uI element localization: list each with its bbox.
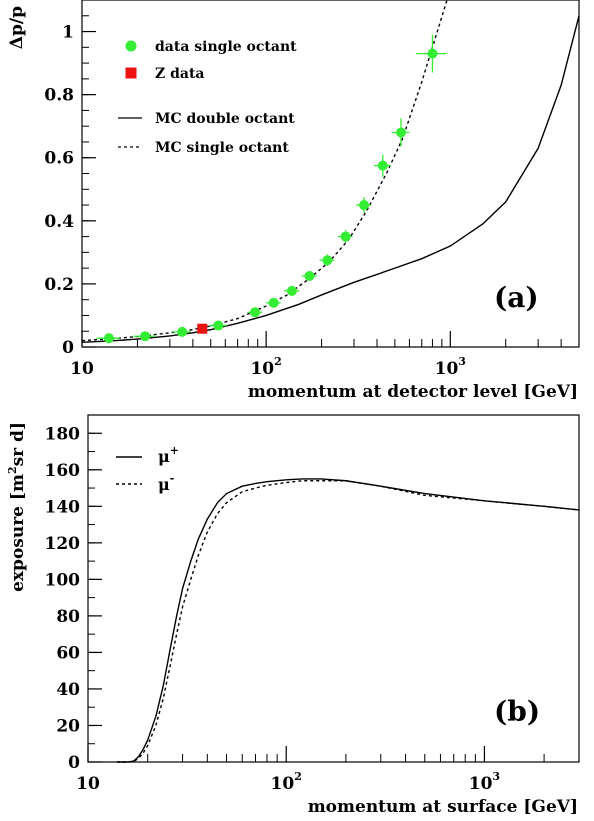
data-point bbox=[140, 331, 151, 342]
data-point bbox=[396, 127, 407, 138]
panel-b-ylabel: exposure [m2sr d] bbox=[6, 422, 28, 592]
data-point bbox=[250, 307, 261, 318]
data-point bbox=[213, 320, 224, 331]
legend-mc-double-label: MC double octant bbox=[155, 111, 295, 127]
data-point bbox=[340, 231, 351, 242]
data-point bbox=[322, 255, 333, 266]
xtick-exp: 2 bbox=[294, 770, 302, 783]
ytick-label: 160 bbox=[45, 461, 81, 481]
legend-mu-plus-base: μ bbox=[158, 447, 170, 466]
data-point bbox=[377, 160, 388, 171]
panel-b-label: (b) bbox=[494, 695, 540, 728]
legend-mu-minus-label: μ- bbox=[158, 472, 174, 494]
data-point bbox=[286, 285, 297, 296]
ytick-label: 180 bbox=[45, 424, 81, 444]
xtick-label: 102 bbox=[250, 355, 281, 379]
xtick-label: 10 bbox=[70, 359, 94, 379]
series-line-2 bbox=[81, 15, 580, 343]
xtick-base: 10 bbox=[271, 774, 295, 794]
xtick-base: 10 bbox=[76, 774, 100, 794]
series-line-0 bbox=[116, 478, 580, 763]
panel-b-ylabel-rest: sr d] bbox=[8, 422, 28, 466]
ytick-label: 1 bbox=[62, 23, 74, 43]
panel-a-points bbox=[96, 34, 447, 344]
ytick-label: 20 bbox=[56, 716, 80, 736]
panel-b-frame bbox=[87, 414, 580, 763]
data-point bbox=[177, 326, 188, 337]
panel-a-ylabel: Δp/p bbox=[7, 6, 27, 49]
ytick-label: 60 bbox=[56, 643, 80, 663]
panel-a-xlabel: momentum at detector level [GeV] bbox=[248, 382, 578, 402]
data-point bbox=[304, 271, 315, 282]
xtick-label: 102 bbox=[271, 770, 302, 794]
xtick-exp: 3 bbox=[458, 355, 466, 368]
data-point bbox=[268, 297, 279, 308]
ytick-label: 0 bbox=[62, 338, 74, 358]
xtick-exp: 2 bbox=[274, 355, 282, 368]
xtick-exp: 3 bbox=[492, 770, 500, 783]
panel-a-lines bbox=[81, 0, 580, 343]
ytick-label: 0.2 bbox=[44, 275, 74, 295]
ytick-label: 0.8 bbox=[44, 86, 74, 106]
ytick-label: 0 bbox=[68, 753, 80, 773]
ytick-label: 140 bbox=[45, 497, 81, 517]
data-point bbox=[427, 48, 438, 59]
ytick-label: 100 bbox=[45, 570, 81, 590]
legend-mc-single-label: MC single octant bbox=[155, 140, 289, 156]
panel-b-legend: μ+ μ- bbox=[116, 444, 179, 494]
panel-b-ylabel-base: exposure [m bbox=[8, 474, 28, 592]
legend-z-data-marker bbox=[125, 67, 137, 79]
ytick-label: 80 bbox=[56, 607, 80, 627]
panel-b-lines bbox=[116, 478, 580, 763]
legend-data-single-label: data single octant bbox=[155, 39, 297, 55]
panel-a-legend: data single octant Z data MC double octa… bbox=[118, 39, 297, 156]
legend-data-single-marker bbox=[125, 40, 137, 52]
data-point bbox=[103, 333, 114, 344]
legend-mu-minus-sup: - bbox=[170, 472, 175, 485]
z-data-point bbox=[197, 323, 208, 334]
ytick-label: 120 bbox=[45, 534, 81, 554]
legend-z-data-label: Z data bbox=[155, 66, 205, 82]
xtick-base: 10 bbox=[250, 359, 274, 379]
xtick-label: 103 bbox=[435, 355, 466, 379]
legend-mu-minus-base: μ bbox=[158, 475, 170, 494]
panel-b-xlabel: momentum at surface [GeV] bbox=[308, 797, 578, 817]
series-line-1 bbox=[116, 480, 580, 763]
data-point bbox=[359, 200, 370, 211]
panel-b-ylabel-sup: 2 bbox=[6, 466, 19, 474]
xtick-base: 10 bbox=[435, 359, 459, 379]
panel-a-label: (a) bbox=[494, 281, 539, 314]
xtick-base: 10 bbox=[70, 359, 94, 379]
legend-mu-plus-label: μ+ bbox=[158, 444, 179, 466]
legend-mu-plus-sup: + bbox=[170, 444, 179, 457]
xtick-label: 103 bbox=[469, 770, 500, 794]
ytick-label: 0.6 bbox=[44, 149, 74, 169]
ytick-label: 40 bbox=[56, 680, 80, 700]
xtick-label: 10 bbox=[76, 774, 100, 794]
xtick-base: 10 bbox=[469, 774, 493, 794]
ytick-label: 0.4 bbox=[44, 212, 74, 232]
